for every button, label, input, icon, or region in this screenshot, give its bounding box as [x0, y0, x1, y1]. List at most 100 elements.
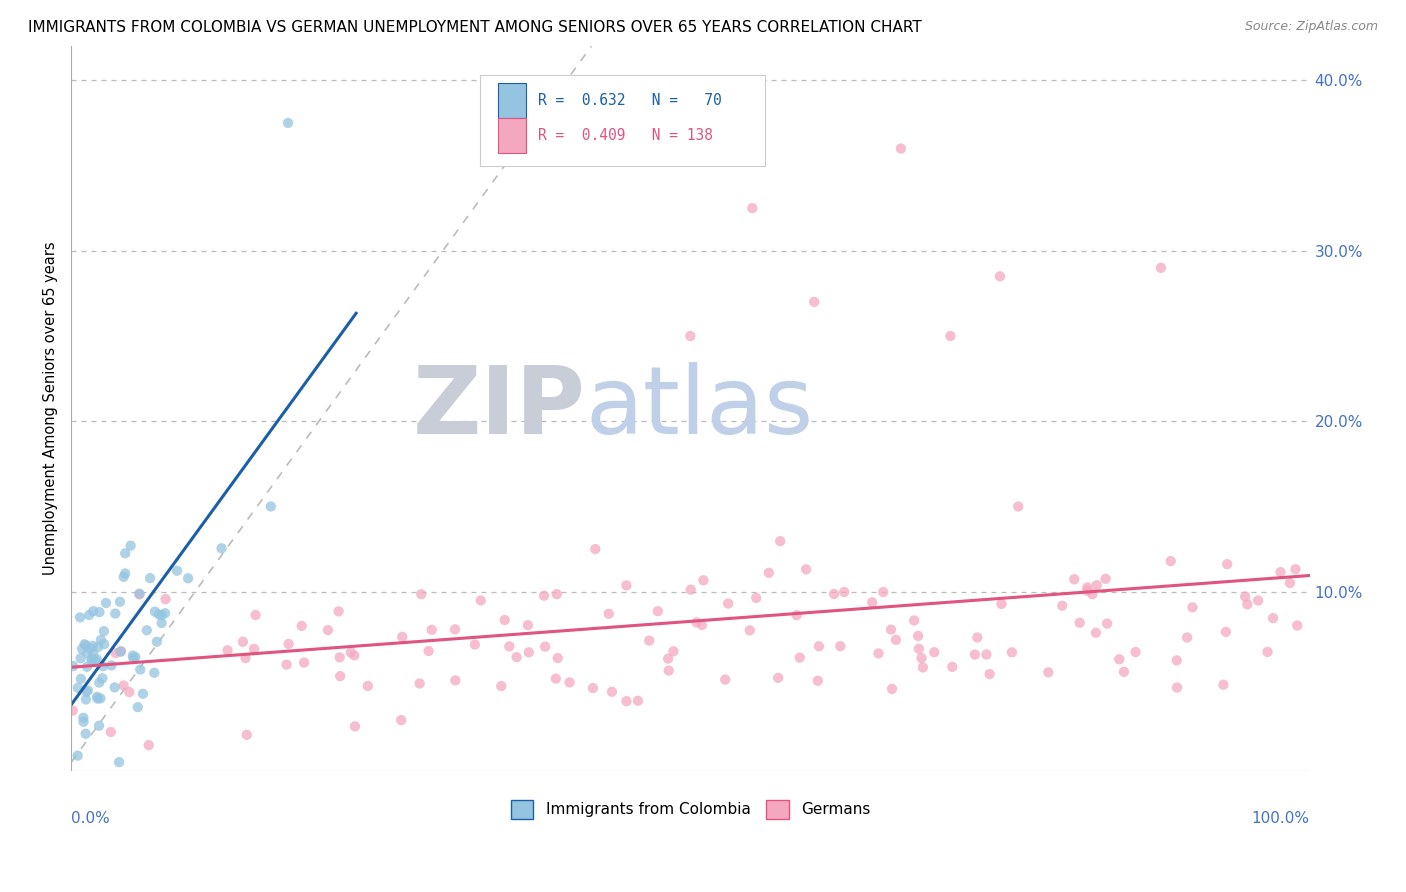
Point: [62, 704, 84, 718]
Point: [329, 650, 352, 665]
Point: [1094, 572, 1116, 586]
Point: [118, 685, 141, 699]
Point: [976, 648, 998, 662]
Point: [75, 727, 97, 741]
Point: [408, 676, 430, 690]
Text: atlas: atlas: [585, 362, 814, 454]
Point: [1125, 645, 1147, 659]
Point: [100, 725, 122, 739]
Point: [232, 634, 254, 648]
Point: [1160, 554, 1182, 568]
Point: [1175, 631, 1198, 645]
Point: [911, 660, 934, 674]
Point: [166, 564, 188, 578]
Point: [1063, 572, 1085, 586]
Point: [789, 650, 811, 665]
Point: [357, 679, 380, 693]
Point: [769, 534, 792, 549]
Point: [411, 587, 433, 601]
Point: [143, 605, 166, 619]
Point: [786, 608, 808, 623]
Point: [89, 691, 111, 706]
Point: [988, 269, 1011, 284]
Point: [114, 546, 136, 560]
Point: [717, 597, 740, 611]
Point: [444, 623, 467, 637]
Point: [418, 644, 440, 658]
Point: [1212, 678, 1234, 692]
Point: [470, 593, 492, 607]
Point: [217, 643, 239, 657]
Point: [177, 571, 200, 585]
FancyBboxPatch shape: [479, 75, 765, 166]
Point: [583, 542, 606, 557]
Point: [291, 619, 314, 633]
Point: [990, 597, 1012, 611]
Point: [112, 570, 135, 584]
Point: [1257, 645, 1279, 659]
Point: [70, 642, 93, 657]
Point: [277, 116, 299, 130]
Point: [505, 650, 527, 665]
Point: [82, 639, 104, 653]
Point: [647, 604, 669, 618]
Point: [1007, 500, 1029, 514]
Point: [534, 640, 557, 654]
Point: [129, 663, 152, 677]
Point: [494, 613, 516, 627]
Point: [112, 679, 135, 693]
Point: [1038, 665, 1060, 680]
Point: [1081, 587, 1104, 601]
Point: [1284, 562, 1306, 576]
Point: [533, 589, 555, 603]
Point: [316, 623, 339, 637]
Point: [389, 713, 412, 727]
Point: [122, 651, 145, 665]
Point: [292, 656, 315, 670]
Point: [276, 657, 298, 672]
Point: [464, 638, 486, 652]
Point: [128, 588, 150, 602]
Point: [69, 651, 91, 665]
Point: [87, 640, 110, 654]
Point: [82, 604, 104, 618]
Point: [82, 646, 104, 660]
Point: [82, 651, 104, 665]
Point: [79, 641, 101, 656]
Point: [93, 637, 115, 651]
Point: [135, 624, 157, 638]
Point: [922, 645, 945, 659]
Point: [132, 687, 155, 701]
Point: [104, 646, 127, 660]
Point: [741, 201, 763, 215]
Point: [260, 500, 283, 514]
Point: [1166, 653, 1188, 667]
Point: [616, 694, 638, 708]
Point: [979, 667, 1001, 681]
Point: [1084, 625, 1107, 640]
Point: [1108, 652, 1130, 666]
Point: [150, 615, 173, 630]
Point: [80, 653, 103, 667]
Point: [794, 562, 817, 576]
Point: [150, 608, 173, 623]
Point: [329, 669, 352, 683]
Point: [110, 645, 132, 659]
Text: Source: ZipAtlas.com: Source: ZipAtlas.com: [1244, 20, 1378, 33]
Point: [76, 660, 98, 674]
Point: [235, 651, 257, 665]
Point: [75, 638, 97, 652]
Point: [1216, 557, 1239, 571]
Point: [966, 631, 988, 645]
Point: [277, 637, 299, 651]
Point: [86, 652, 108, 666]
Point: [211, 541, 233, 556]
Point: [153, 606, 176, 620]
Point: [963, 648, 986, 662]
Point: [86, 690, 108, 704]
Point: [1112, 665, 1135, 679]
Point: [498, 640, 520, 654]
Point: [89, 605, 111, 619]
Point: [86, 691, 108, 706]
Point: [1261, 611, 1284, 625]
